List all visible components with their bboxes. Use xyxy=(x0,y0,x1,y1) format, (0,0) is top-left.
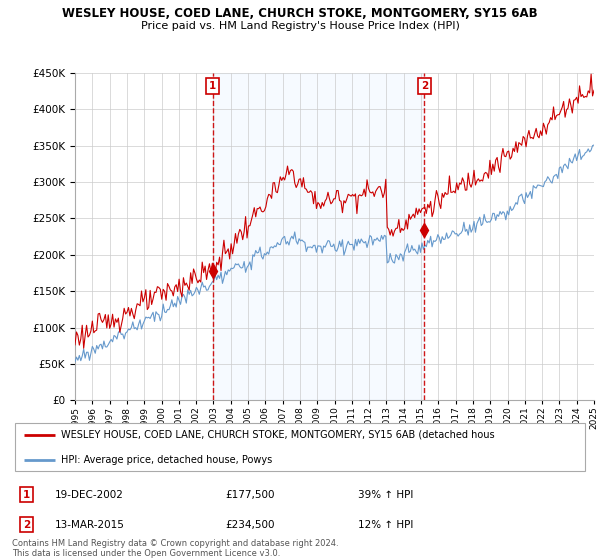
Bar xyxy=(213,73,424,400)
Text: WESLEY HOUSE, COED LANE, CHURCH STOKE, MONTGOMERY, SY15 6AB: WESLEY HOUSE, COED LANE, CHURCH STOKE, M… xyxy=(62,7,538,20)
Text: 1: 1 xyxy=(209,81,217,91)
Text: WESLEY HOUSE, COED LANE, CHURCH STOKE, MONTGOMERY, SY15 6AB (detached hous: WESLEY HOUSE, COED LANE, CHURCH STOKE, M… xyxy=(61,430,494,440)
Text: £234,500: £234,500 xyxy=(225,520,275,530)
FancyBboxPatch shape xyxy=(15,423,585,470)
Text: HPI: Average price, detached house, Powys: HPI: Average price, detached house, Powy… xyxy=(61,455,272,465)
Text: Contains HM Land Registry data © Crown copyright and database right 2024.
This d: Contains HM Land Registry data © Crown c… xyxy=(12,539,338,558)
Text: £177,500: £177,500 xyxy=(225,489,275,500)
Text: 12% ↑ HPI: 12% ↑ HPI xyxy=(358,520,413,530)
Text: 2: 2 xyxy=(23,520,30,530)
Text: 39% ↑ HPI: 39% ↑ HPI xyxy=(358,489,413,500)
Text: 2: 2 xyxy=(421,81,428,91)
Text: 1: 1 xyxy=(23,489,30,500)
Text: Price paid vs. HM Land Registry's House Price Index (HPI): Price paid vs. HM Land Registry's House … xyxy=(140,21,460,31)
Text: 13-MAR-2015: 13-MAR-2015 xyxy=(55,520,125,530)
Text: 19-DEC-2002: 19-DEC-2002 xyxy=(55,489,124,500)
